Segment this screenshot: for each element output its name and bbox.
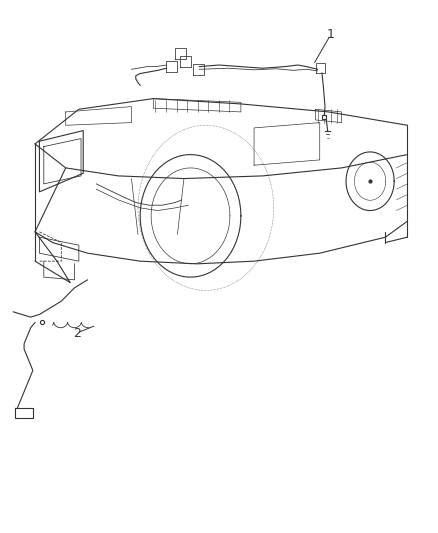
Text: 1: 1	[327, 28, 335, 41]
Text: 2: 2	[73, 327, 81, 340]
